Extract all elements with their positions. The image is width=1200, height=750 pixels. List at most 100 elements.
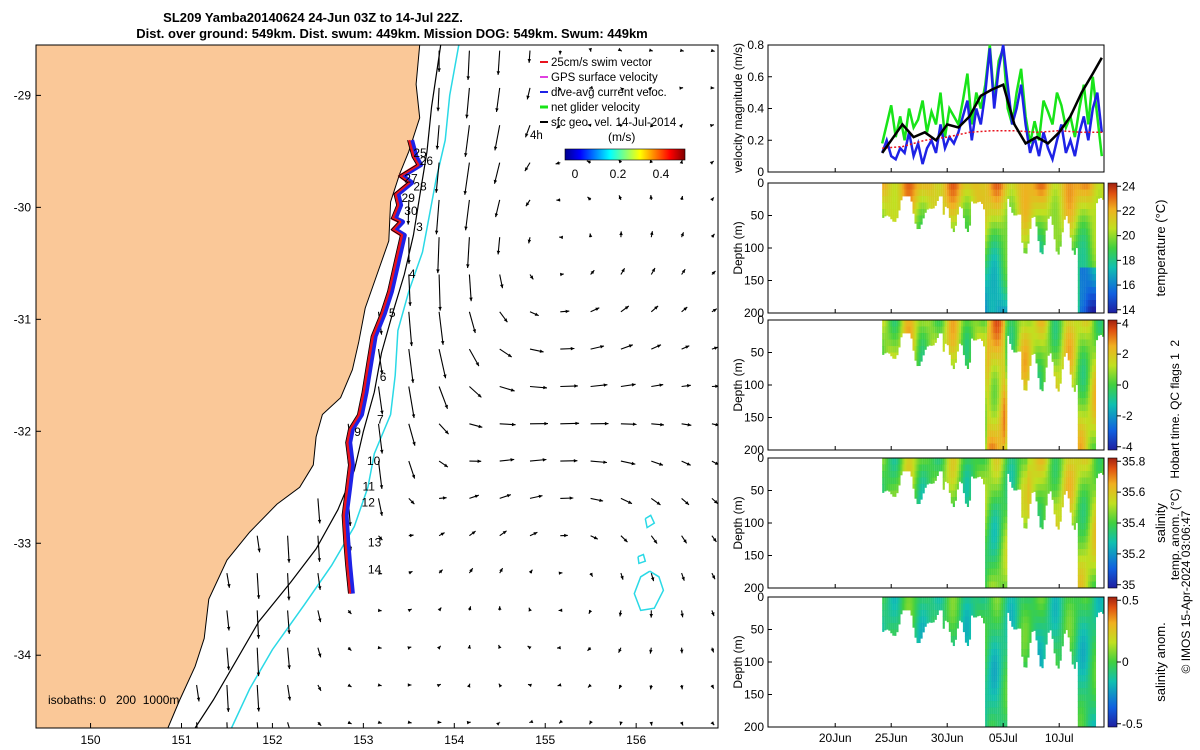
section-cell <box>1003 629 1006 637</box>
section-cell <box>1019 471 1022 478</box>
section-cell <box>928 202 931 209</box>
colorbar-units: (m/s) <box>608 130 635 144</box>
section-cell <box>1089 629 1093 637</box>
section-cell <box>1081 616 1084 624</box>
section-cell <box>918 603 921 611</box>
section-cell <box>1075 215 1078 223</box>
section-cell <box>1089 464 1093 472</box>
section-cell <box>1081 287 1084 294</box>
velocity-arrow-head <box>438 569 443 574</box>
section-cell <box>1073 642 1076 650</box>
section-cell <box>948 616 951 624</box>
section-cell <box>981 326 984 334</box>
section-cell <box>993 549 996 556</box>
section-cell <box>995 477 998 485</box>
section-cell <box>1021 365 1024 373</box>
section-cell <box>964 215 968 223</box>
section-cell <box>1089 568 1093 576</box>
section-cell <box>1029 320 1032 327</box>
section-cell <box>989 616 992 624</box>
section-cell <box>1098 333 1101 336</box>
section-cell <box>999 333 1002 340</box>
section-cell <box>981 189 984 197</box>
section-cell <box>1057 629 1060 637</box>
section-cell <box>987 616 990 624</box>
section-cell <box>1091 555 1095 563</box>
section-cell <box>966 339 970 347</box>
section-cell <box>922 464 925 472</box>
map-x-tick-label: 154 <box>444 733 464 747</box>
section-cell <box>1031 458 1034 465</box>
section-cell <box>1005 287 1008 294</box>
section-cell <box>1027 365 1030 373</box>
section-cell <box>989 183 992 190</box>
section-cell <box>1061 503 1064 508</box>
section-cell <box>1075 378 1078 386</box>
section-cell <box>995 471 998 478</box>
section-cell <box>964 346 968 353</box>
section-cell <box>1025 484 1028 491</box>
section-cell <box>1073 523 1076 530</box>
section-cell <box>884 464 887 472</box>
section-cell <box>956 320 959 327</box>
section-cell <box>968 458 972 465</box>
section-cell <box>991 694 994 702</box>
colorbar-tick-label: -0.5 <box>1122 717 1143 731</box>
section-cell <box>989 326 992 334</box>
section-cell <box>1093 610 1097 617</box>
section-cell <box>1051 603 1054 611</box>
section-cell <box>977 326 980 334</box>
velocity-arrow-head <box>506 494 511 498</box>
section-cell <box>886 346 889 353</box>
section-cell <box>1001 629 1004 637</box>
section-cell <box>1037 339 1040 347</box>
section-cell <box>948 333 951 340</box>
section-cell <box>981 471 984 478</box>
section-cell <box>987 320 990 327</box>
section-cell <box>989 320 992 327</box>
section-cell <box>1077 333 1080 340</box>
section-cell <box>989 274 992 281</box>
section-cell <box>1091 668 1095 676</box>
section-cell <box>1053 603 1056 611</box>
section-cell <box>1003 714 1006 721</box>
section-cell <box>1037 346 1040 353</box>
section-cell <box>975 603 978 611</box>
velocity-arrow-head <box>628 500 632 504</box>
section-cell <box>1027 346 1030 353</box>
section-cell <box>1069 196 1072 203</box>
section-cell <box>1083 701 1086 708</box>
section-cell <box>1091 597 1095 604</box>
section-cell <box>1037 365 1040 373</box>
section-cell <box>1035 352 1038 360</box>
section-cell <box>1091 464 1095 472</box>
section-cell <box>952 503 955 508</box>
section-cell <box>1077 424 1080 431</box>
section-cell <box>1083 306 1086 314</box>
section-cell <box>999 189 1002 197</box>
section-cell <box>987 503 990 511</box>
section-cell <box>1079 261 1082 268</box>
section-cell <box>1083 183 1086 190</box>
section-cell <box>1083 378 1086 386</box>
section-cell <box>1005 196 1008 203</box>
section-cell <box>1089 235 1093 242</box>
section-cell <box>946 603 949 611</box>
velocity-arrow <box>437 87 440 112</box>
section-cell <box>1063 352 1066 357</box>
section-cell <box>970 320 974 327</box>
section-cell <box>1057 189 1060 197</box>
section-cell <box>1005 458 1008 465</box>
section-cell <box>1079 222 1082 229</box>
section-cell <box>1093 720 1097 728</box>
section-cell <box>1093 694 1097 702</box>
section-cell <box>1051 196 1054 203</box>
section-cell <box>884 346 887 353</box>
section-cell <box>1005 183 1008 190</box>
section-cell <box>900 597 903 604</box>
section-cell <box>1085 235 1089 242</box>
section-cell <box>989 575 992 582</box>
section-cell <box>1059 477 1062 485</box>
section-cell <box>1003 662 1006 669</box>
section-cell <box>1083 215 1086 223</box>
